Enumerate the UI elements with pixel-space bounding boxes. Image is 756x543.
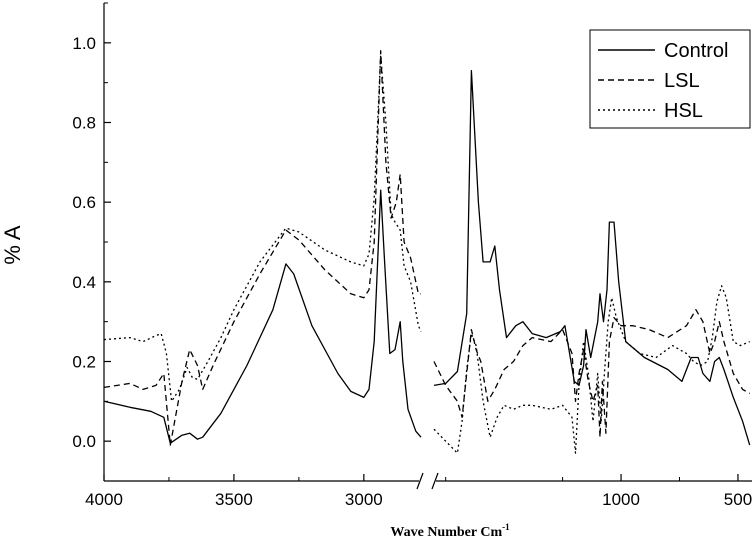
series-line-lsl-segment-1 — [103, 50, 421, 446]
y-tick-label: 0.8 — [72, 114, 96, 133]
axis-break-mark-right — [431, 472, 439, 490]
y-tick-label: 0.4 — [72, 273, 96, 292]
legend-box — [589, 29, 751, 129]
y-tick-label: 0.0 — [72, 432, 96, 451]
legend-label-lsl: LSL — [664, 70, 700, 92]
legend: Control LSL HSL — [589, 29, 751, 129]
series-line-hsl-segment-1 — [103, 54, 422, 402]
x-tick-label: 3500 — [215, 490, 253, 509]
series-line-control-segment-1 — [103, 189, 422, 444]
ticks: 0.0 0.2 0.4 0.6 0.8 1.0 4000 3500 3000 1000 500 — [72, 2, 752, 509]
y-tick-label: 0.2 — [72, 353, 96, 372]
plot-lines — [103, 50, 751, 454]
y-axis-label: % A — [0, 225, 25, 264]
x-axis-label-superscript: -1 — [502, 522, 510, 532]
x-tick-label: 500 — [724, 490, 752, 509]
y-tick-label: 1.0 — [72, 34, 96, 53]
x-tick-label: 4000 — [85, 490, 123, 509]
series-line-control-segment-2 — [433, 70, 751, 446]
legend-label-control: Control — [664, 40, 728, 62]
x-axis-label-main: Wave Number Cm — [390, 525, 502, 540]
x-tick-label: 1000 — [602, 490, 640, 509]
x-axis-label: Wave Number Cm-1 — [390, 522, 510, 540]
legend-label-hsl: HSL — [664, 100, 703, 122]
y-tick-label: 0.6 — [72, 193, 96, 212]
series-line-lsl-segment-2 — [433, 309, 751, 438]
x-tick-label: 3000 — [345, 490, 383, 509]
axis-break-mark-left — [416, 472, 424, 490]
